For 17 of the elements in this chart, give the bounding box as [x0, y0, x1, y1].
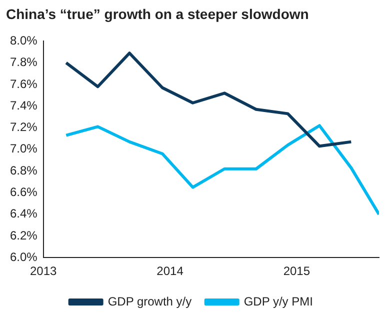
y-tick-label: 7.0% [10, 142, 38, 156]
y-tick-label: 6.0% [10, 250, 38, 264]
x-tick-label: 2014 [156, 264, 184, 278]
y-tick-label: 7.2% [10, 120, 38, 134]
x-tick-label: 2015 [283, 264, 310, 278]
y-tick-label: 6.8% [10, 163, 38, 178]
x-tick-label: 2013 [30, 264, 58, 278]
y-tick-label: 6.2% [10, 228, 38, 242]
y-tick-label: 7.6% [10, 76, 38, 91]
y-tick-label: 8.0% [10, 34, 38, 48]
chart-title: China’s “true” growth on a steeper slowdown [5, 5, 310, 24]
y-tick-label: 7.8% [10, 55, 38, 70]
legend-label: GDP growth y/y [108, 294, 192, 308]
legend-label: GDP y/y PMI [244, 294, 313, 308]
y-tick-label: 6.6% [10, 184, 38, 199]
y-tick-label: 6.4% [10, 206, 38, 221]
y-tick-label: 7.4% [10, 98, 38, 112]
